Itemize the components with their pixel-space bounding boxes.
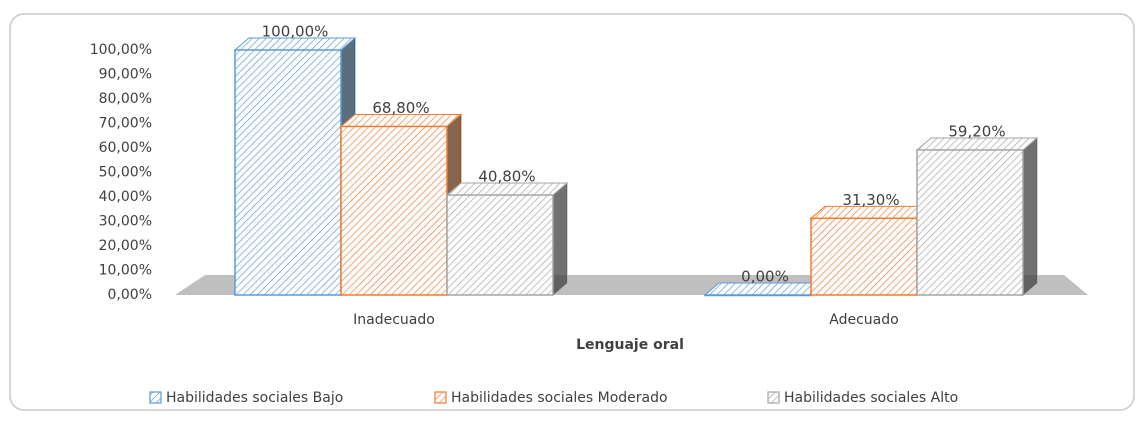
legend-label: Habilidades sociales Bajo	[166, 390, 343, 406]
y-tick-label: 60,00%	[99, 140, 152, 156]
bar-front	[234, 49, 342, 296]
y-tick-label: 40,00%	[99, 189, 152, 205]
y-tick-label: 20,00%	[99, 238, 152, 254]
bar	[233, 36, 357, 297]
bar-side-shade	[1023, 137, 1037, 295]
bar	[809, 205, 933, 297]
y-tick-label: 0,00%	[108, 287, 152, 303]
bar	[339, 113, 463, 297]
data-label: 40,80%	[478, 168, 535, 186]
x-tick-label: Inadecuado	[353, 312, 435, 328]
y-tick-label: 30,00%	[99, 214, 152, 230]
bar-front	[446, 194, 554, 296]
data-label: 59,20%	[948, 122, 1005, 140]
bar	[445, 181, 569, 297]
bar-front	[704, 294, 812, 297]
bar-front	[916, 149, 1024, 296]
legend-swatch	[434, 391, 447, 404]
bar	[915, 136, 1039, 297]
data-label: 0,00%	[741, 268, 789, 286]
legend-swatch	[149, 391, 162, 404]
y-tick-label: 10,00%	[99, 263, 152, 279]
y-tick-label: 50,00%	[99, 165, 152, 181]
bar-front	[810, 217, 918, 296]
y-tick-label: 80,00%	[99, 91, 152, 107]
data-label: 100,00%	[262, 23, 329, 41]
y-tick-label: 90,00%	[99, 67, 152, 83]
data-label: 31,30%	[842, 191, 899, 209]
x-tick-label: Adecuado	[829, 312, 898, 328]
legend-swatch	[767, 391, 780, 404]
x-axis-title: Lenguaje oral	[576, 337, 684, 353]
legend-label: Habilidades sociales Moderado	[451, 390, 668, 406]
y-tick-label: 70,00%	[99, 116, 152, 132]
y-tick-label: 100,00%	[90, 42, 152, 58]
data-label: 68,80%	[372, 99, 429, 117]
bar-front	[340, 125, 448, 296]
legend-label: Habilidades sociales Alto	[784, 390, 958, 406]
bar-side-shade	[553, 183, 567, 295]
